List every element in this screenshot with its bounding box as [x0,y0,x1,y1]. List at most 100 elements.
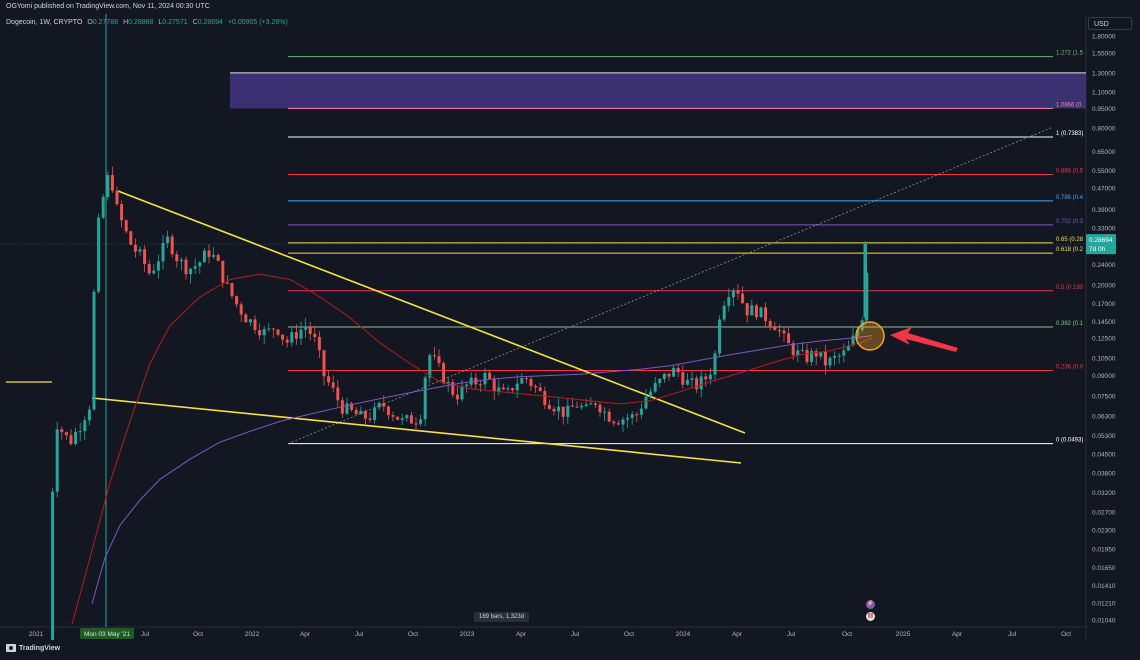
candle-body [810,351,814,362]
candle-body [106,175,110,198]
x-tick-label: Jul [355,631,364,638]
candle-body [731,290,735,298]
last-price-countdown: 7d 0h [1089,246,1106,253]
candle-body [345,403,349,414]
y-tick-label: 0.07500 [1092,394,1116,401]
y-tick-label: 0.47000 [1092,186,1116,193]
candle-body [662,373,666,379]
candle-body [708,374,712,380]
candle-body [782,330,786,334]
candle-body [750,305,754,316]
y-tick-label: 0.01410 [1092,583,1116,590]
close-value: 0.28694 [197,19,223,26]
candle-body [69,435,73,445]
y-tick-label: 0.17000 [1092,301,1116,308]
candle-body [262,329,266,336]
fib-level-label: 0.618 (0.2 [1056,247,1084,253]
symbol-name[interactable]: Dogecoin, 1W, CRYPTO [6,19,83,26]
candle-body [488,372,492,379]
candle-body [538,387,542,392]
candle-body [814,351,818,357]
low-value: 0.27571 [162,19,188,26]
y-tick-label: 0.06300 [1092,413,1116,420]
highlight-circle [855,321,885,351]
candle-body [170,236,174,255]
y-tick-label: 0.03800 [1092,471,1116,478]
supply-zone [230,72,1086,109]
candle-body [322,350,326,377]
x-tick-label: Jul [571,631,580,638]
candle-body [423,377,427,420]
x-tick-label: 2025 [896,631,911,638]
candle-body [267,328,271,330]
currency-selector[interactable]: USD [1088,17,1132,30]
last-price-value: 0.28694 [1089,237,1113,244]
candle-body [713,353,717,375]
low-label: L [158,19,163,26]
candle-body [520,378,524,384]
x-tick-label: Jul [141,631,150,638]
candle-body [276,329,280,335]
y-tick-label: 0.80000 [1092,125,1116,132]
candle-body [704,376,708,380]
candle-body [465,384,469,387]
candle-body [382,402,386,407]
footer: TradingView [0,640,1140,660]
candle-body [598,404,602,413]
candle-body [612,421,616,424]
candle-body [856,329,860,336]
fib-level-label: 0.786 (0.4 [1056,195,1084,201]
candle-body [294,332,298,339]
candle-body [184,259,188,275]
candle-body [672,367,676,377]
candle-body [561,406,565,417]
candle-body [754,305,758,318]
candle-body [359,410,363,415]
candle-body [248,319,252,323]
us-flag-icon[interactable]: ▤ [866,612,875,621]
tradingview-icon [6,644,16,652]
candle-body [161,242,165,262]
candle-body [391,415,395,417]
candle-body [281,334,285,340]
candle-body [833,356,837,358]
x-tick-label: 2022 [245,631,260,638]
candle-body [529,378,533,387]
candle-body [506,388,510,390]
y-tick-label: 0.01210 [1092,600,1116,607]
candle-body [363,410,367,419]
last-price-box [1086,234,1116,255]
y-tick-label: 0.12500 [1092,336,1116,343]
candle-body [718,319,722,354]
candle-body [685,379,689,385]
candle-body [400,418,404,420]
y-tick-label: 1.80000 [1092,34,1116,41]
candle-body [787,333,791,344]
tradingview-logo[interactable]: TradingView [6,644,60,652]
candle-body [308,326,312,334]
candle-body [74,431,78,445]
candle-body [386,406,390,416]
candle-body [828,357,832,366]
candle-body [193,266,197,269]
candle-body [235,296,239,305]
candle-body [796,350,800,356]
candle-body [55,429,59,492]
candle-body [60,429,64,433]
candle-body [258,330,262,336]
date-highlight-label: Mon 03 May '21 [84,631,130,638]
candle-body [819,351,823,357]
candle-body [437,356,441,364]
candle-body [524,378,528,380]
candle-body [649,391,653,397]
candle-body [414,423,418,425]
y-tick-label: 0.14500 [1092,319,1116,326]
candle-body [409,415,413,424]
open-label: O [87,19,93,26]
candle-body [501,387,505,390]
candle-body [469,377,473,385]
lightning-icon[interactable]: ⚡ [866,600,875,609]
candle-body [428,355,432,378]
date-highlight-box [80,628,134,639]
